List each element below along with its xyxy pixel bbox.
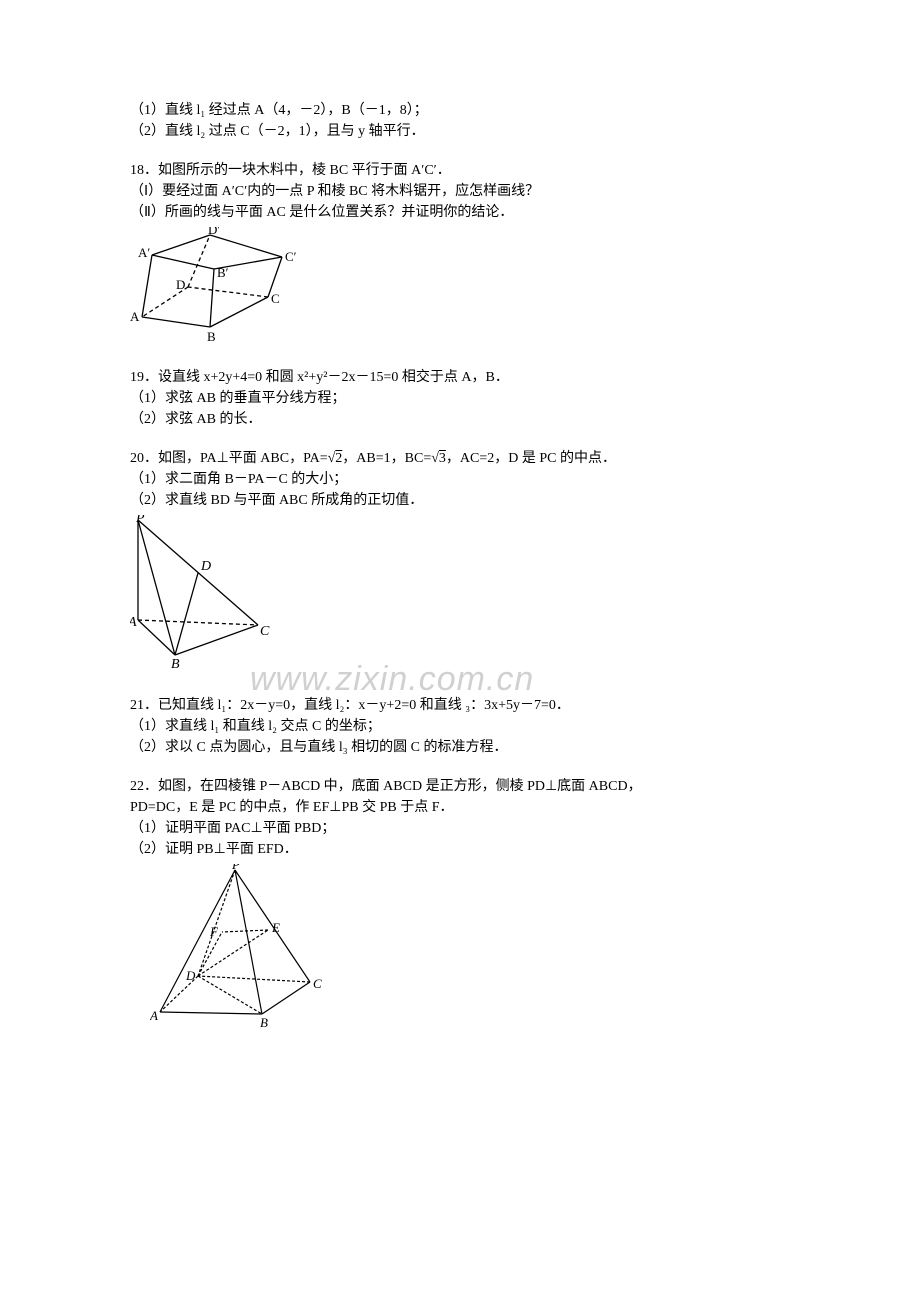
svg-text:D′: D′ (208, 227, 220, 237)
p19-sub1: （1）求弦 AB 的垂直平分线方程； (130, 388, 790, 409)
p18-head: 18．如图所示的一块木料中，棱 BC 平行于面 A′C′． (130, 160, 790, 181)
svg-text:A: A (150, 1008, 158, 1023)
svg-text:A′: A′ (138, 245, 150, 260)
p18-sub2: （Ⅱ）所画的线与平面 AC 是什么位置关系？并证明你的结论． (130, 202, 790, 223)
svg-text:B: B (207, 329, 216, 342)
svg-text:A: A (130, 615, 137, 630)
p22-head2: PD=DC，E 是 PC 的中点，作 EF⊥PB 交 PB 于点 F． (130, 797, 790, 818)
sqrt3: √3 (431, 451, 446, 466)
figure-20: P A B C D (130, 515, 790, 677)
p21-sub1: （1）求直线 l₁ 和直线 l₂ 交点 C 的坐标； (130, 716, 790, 737)
p20-sub1: （1）求二面角 B－PA－C 的大小； (130, 469, 790, 490)
p20-head-mid1: ，AB=1，BC= (342, 451, 431, 466)
svg-text:C: C (260, 624, 270, 639)
p22-sub1: （1）证明平面 PAC⊥平面 PBD； (130, 818, 790, 839)
svg-text:P: P (135, 515, 145, 526)
p21-sub2: （2）求以 C 点为圆心，且与直线 l₃ 相切的圆 C 的标准方程． (130, 737, 790, 758)
problem-18: 18．如图所示的一块木料中，棱 BC 平行于面 A′C′． （Ⅰ）要经过面 A′… (130, 160, 790, 349)
p17-sub2: （2）直线 l₂ 过点 C（－2，1），且与 y 轴平行． (130, 121, 790, 142)
problem-22: 22．如图，在四棱锥 P－ABCD 中，底面 ABCD 是正方形，侧棱 PD⊥底… (130, 776, 790, 1036)
p22-head1: 22．如图，在四棱锥 P－ABCD 中，底面 ABCD 是正方形，侧棱 PD⊥底… (130, 776, 790, 797)
p18-sub1: （Ⅰ）要经过面 A′C′内的一点 P 和棱 BC 将木料锯开，应怎样画线？ (130, 181, 790, 202)
svg-text:B: B (171, 657, 180, 670)
figure-18: A B C D A′ B′ C′ D′ (130, 227, 790, 349)
svg-text:C: C (271, 291, 280, 306)
p20-head-mid2: ，AC=2，D 是 PC 的中点． (446, 451, 616, 466)
figure-22: P A B C D E F (150, 864, 790, 1036)
p19-sub2: （2）求弦 AB 的长． (130, 409, 790, 430)
p21-head: 21．已知直线 l₁：2x－y=0，直线 l₂：x－y+2=0 和直线 ₃：3x… (130, 695, 790, 716)
p20-sub2: （2）求直线 BD 与平面 ABC 所成角的正切值． (130, 490, 790, 511)
problem-20: 20．如图，PA⊥平面 ABC，PA=√2，AB=1，BC=√3，AC=2，D … (130, 448, 790, 677)
p19-head: 19．设直线 x+2y+4=0 和圆 x²+y²－2x－15=0 相交于点 A，… (130, 367, 790, 388)
svg-text:D: D (185, 968, 196, 983)
svg-text:B′: B′ (217, 265, 229, 280)
svg-text:D: D (176, 277, 185, 292)
svg-text:A: A (130, 309, 140, 324)
svg-text:D: D (200, 559, 211, 574)
svg-text:C: C (313, 976, 322, 991)
p20-head-pre: 20．如图，PA⊥平面 ABC，PA= (130, 451, 328, 466)
problem-19: 19．设直线 x+2y+4=0 和圆 x²+y²－2x－15=0 相交于点 A，… (130, 367, 790, 430)
problem-17: （1）直线 l₁ 经过点 A（4，－2），B（－1，8）； （2）直线 l₂ 过… (130, 100, 790, 142)
svg-text:P: P (231, 864, 240, 872)
svg-text:B: B (260, 1015, 268, 1029)
p22-sub2: （2）证明 PB⊥平面 EFD． (130, 839, 790, 860)
sqrt2: √2 (328, 451, 343, 466)
p17-sub1: （1）直线 l₁ 经过点 A（4，－2），B（－1，8）； (130, 100, 790, 121)
svg-text:C′: C′ (285, 249, 297, 264)
problem-21: 21．已知直线 l₁：2x－y=0，直线 l₂：x－y+2=0 和直线 ₃：3x… (130, 695, 790, 758)
svg-text:E: E (271, 920, 280, 935)
p20-head: 20．如图，PA⊥平面 ABC，PA=√2，AB=1，BC=√3，AC=2，D … (130, 448, 790, 469)
svg-text:F: F (209, 924, 219, 939)
